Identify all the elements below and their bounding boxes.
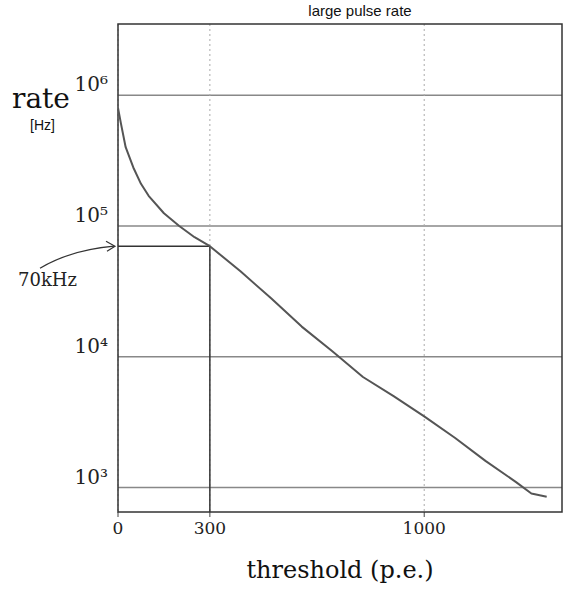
x-tick-label: 0 bbox=[113, 518, 124, 538]
y-tick-label: 10⁵ bbox=[75, 203, 108, 227]
x-axis-label: threshold (p.e.) bbox=[246, 556, 433, 584]
annotation-arrowhead bbox=[106, 241, 115, 251]
plot-frame bbox=[118, 24, 562, 512]
grid-line bbox=[209, 24, 210, 512]
grid-line bbox=[118, 225, 562, 227]
y-tick-label: 10⁶ bbox=[75, 72, 108, 96]
annotation-line bbox=[118, 245, 210, 247]
annotation-line bbox=[209, 246, 211, 512]
chart: large pulse rate 10³ 10⁴ 10⁵ 10⁶ 0 300 1000 70kH… bbox=[0, 0, 575, 596]
y-axis-label: rate bbox=[12, 82, 70, 115]
x-tick-label: 1000 bbox=[403, 518, 446, 538]
y-tick-label: 10⁴ bbox=[75, 334, 108, 358]
annotation-arrow bbox=[40, 246, 114, 268]
grid-line bbox=[118, 487, 562, 489]
series-line bbox=[118, 108, 547, 497]
plot-area bbox=[118, 108, 547, 512]
grid-line bbox=[424, 24, 425, 512]
grid-line bbox=[118, 94, 562, 96]
title: large pulse rate bbox=[308, 2, 411, 19]
annotation-label: 70kHz bbox=[18, 269, 77, 290]
x-tick-label: 300 bbox=[194, 518, 226, 538]
y-axis-unit: [Hz] bbox=[30, 117, 55, 133]
y-tick-label: 10³ bbox=[75, 465, 108, 489]
